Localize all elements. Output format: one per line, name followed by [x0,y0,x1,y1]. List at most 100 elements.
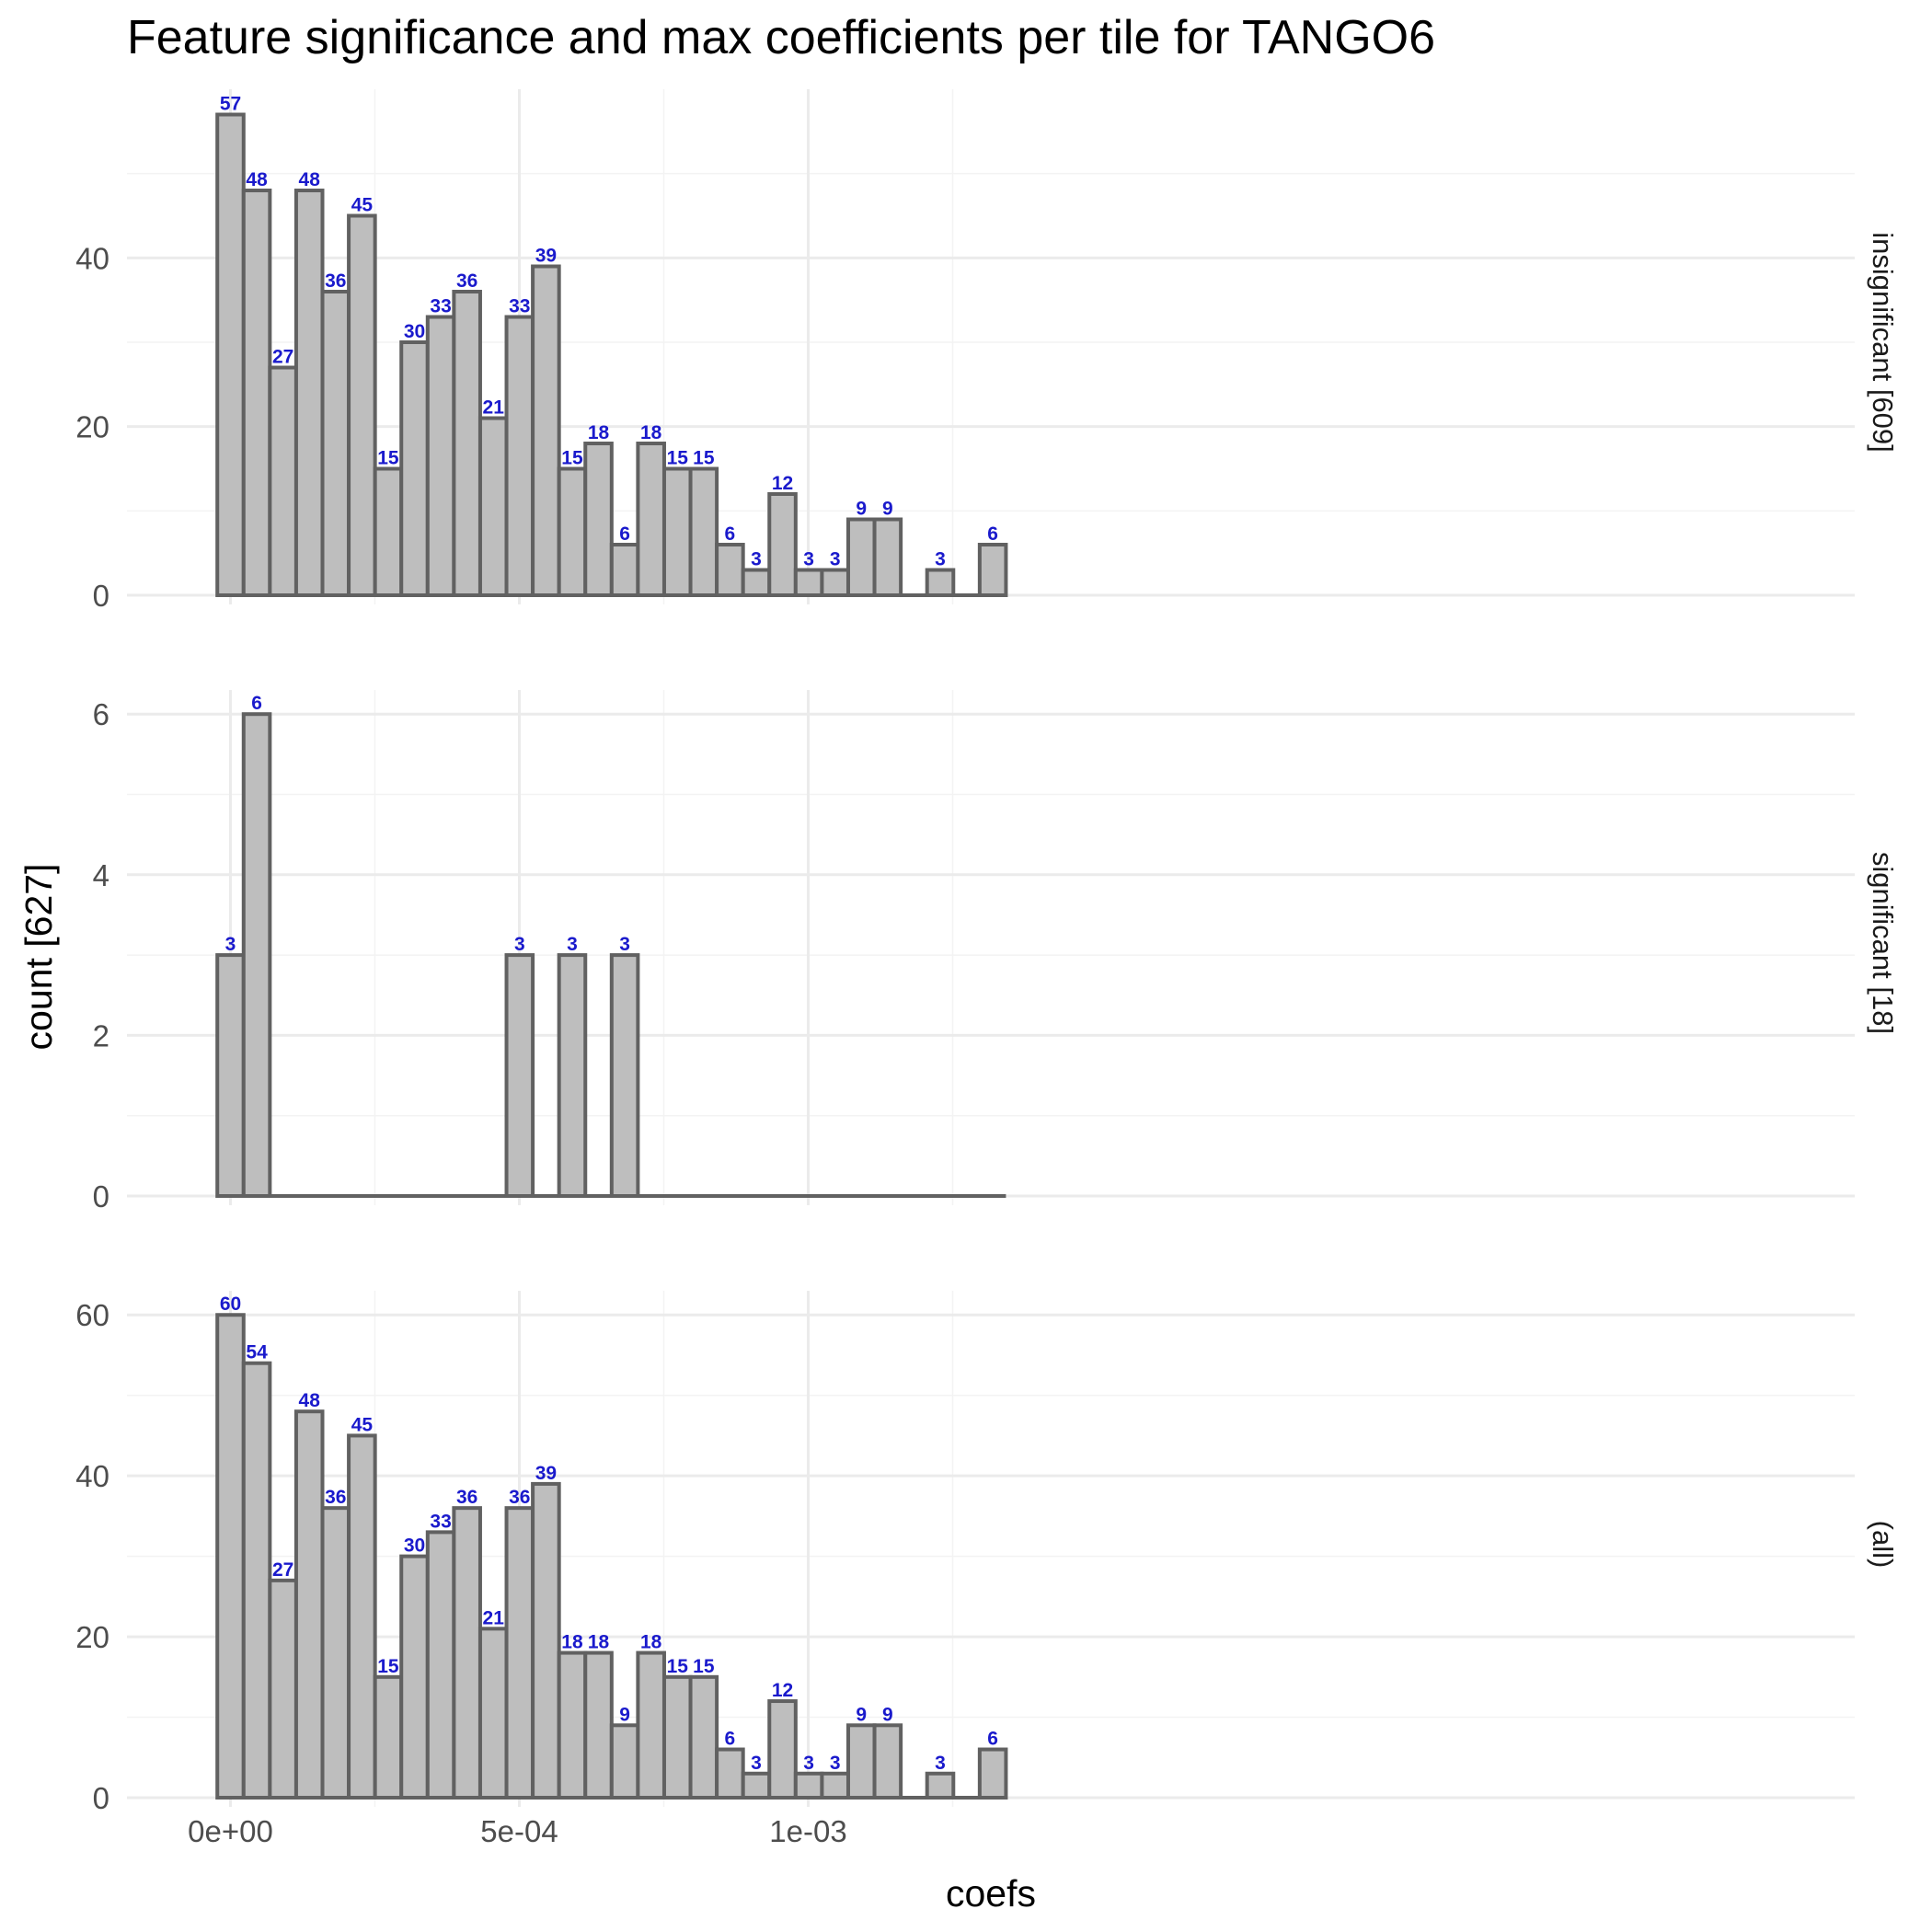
histogram-bar [477,1627,509,1800]
bar-count-label: 3 [514,934,525,955]
bar-count-label: 6 [619,523,630,545]
histogram-bar [452,1506,482,1800]
histogram-bar [268,365,298,597]
bar-count-label: 3 [567,934,578,955]
bar-count-label: 15 [667,448,689,469]
histogram-bar [241,189,272,597]
bar-count-label: 3 [830,549,841,570]
histogram-bar [977,1747,1008,1800]
histogram-bar [688,1674,719,1800]
bar-count-label: 3 [751,549,762,570]
histogram-bar [293,189,325,597]
histogram-bar [241,712,272,1198]
x-tick-label: 0e+00 [188,1814,273,1848]
histogram-bar [583,1650,614,1800]
histogram-bar [452,290,482,597]
histogram-bar [215,112,246,597]
histogram-bar [609,953,640,1198]
y-tick-label: 20 [75,410,109,444]
bar-count-label: 9 [882,499,893,520]
bar-count-label: 18 [588,1632,610,1653]
histogram-bar [661,1674,693,1800]
bar-count-label: 6 [987,523,998,545]
histogram-bar [477,416,509,597]
histogram-bar [241,1361,272,1800]
bar-count-label: 15 [561,448,583,469]
bar-count-label: 45 [351,1414,374,1435]
bar-count-label: 48 [246,169,268,190]
y-tick-label: 40 [75,241,109,275]
histogram-bar [215,953,246,1198]
histogram-bar [373,1674,404,1800]
histogram-bar [609,543,640,597]
bar-count-label: 6 [725,1729,736,1750]
bar-count-label: 18 [588,422,610,443]
histogram-bar [767,492,798,597]
histogram-bar [320,1506,351,1800]
histogram-bar [925,568,956,597]
y-tick-label: 0 [93,1781,109,1815]
bar-count-label: 60 [220,1294,241,1315]
histogram-bar [688,466,719,597]
histogram-bar [531,1481,561,1800]
y-tick-label: 0 [93,1179,109,1213]
facet-strip-label: significant [18] [1867,852,1899,1034]
x-tick-label: 5e-04 [480,1814,558,1848]
x-axis-ticks: 0e+00 5e-04 1e-03 [188,1814,847,1848]
bar-count-label: 36 [456,270,477,292]
bar-count-label: 9 [856,499,867,520]
bar-count-label: 36 [456,1487,477,1508]
bar-count-label: 15 [377,448,399,469]
histogram-bar [425,315,456,597]
y-tick-label: 60 [75,1298,109,1332]
y-tick-label: 0 [93,579,109,613]
bar-count-label: 6 [987,1729,998,1750]
y-axis-title: count [627] [17,864,60,1051]
histogram-bar [425,1530,456,1800]
bar-count-label: 45 [351,195,374,216]
bar-count-label: 9 [619,1704,630,1725]
y-tick-label: 2 [93,1018,109,1052]
bar-count-label: 21 [483,1607,505,1628]
bar-count-label: 27 [272,347,293,368]
bar-count-label: 9 [856,1704,867,1725]
facet-panel: 0204057482748364515303336213339151861815… [75,89,1899,613]
bar-count-label: 30 [404,321,425,342]
histogram-bar [820,1771,850,1800]
y-tick-label: 40 [75,1459,109,1493]
histogram-bar [531,264,561,597]
bar-count-label: 33 [430,296,451,317]
bar-count-label: 3 [751,1753,762,1774]
histogram-bar [636,442,666,597]
bar-count-label: 27 [272,1559,293,1581]
facet-strip-label: (all) [1867,1521,1899,1569]
bar-count-label: 33 [430,1511,451,1532]
bar-count-label: 39 [535,1463,557,1484]
bar-count-label: 6 [725,523,736,545]
histogram-bar [925,1771,956,1800]
bar-count-label: 48 [299,1390,321,1411]
histogram-bar [557,466,588,597]
bar-count-label: 36 [325,1487,346,1508]
bar-count-label: 3 [830,1753,841,1774]
bar-count-label: 3 [935,549,946,570]
histogram-bar [715,543,745,597]
bar-count-label: 6 [251,693,262,714]
histogram-bar [741,568,772,597]
histogram-bar [347,213,377,597]
y-tick-label: 20 [75,1620,109,1654]
bar-count-label: 15 [377,1656,399,1677]
histogram-bar [793,1771,824,1800]
histogram-bar [636,1650,666,1800]
y-tick-label: 6 [93,697,109,731]
histogram-bar [293,1409,325,1800]
facet-panel: 0 2 4 6 3 6 3 3 3 significant [18] [93,690,1899,1213]
bar-count-label: 36 [509,1487,530,1508]
bar-count-label: 36 [325,270,346,292]
bar-count-label: 33 [509,296,530,317]
bar-count-label: 9 [882,1704,893,1725]
bar-count-label: 3 [803,549,814,570]
histogram-bar [399,1554,430,1800]
